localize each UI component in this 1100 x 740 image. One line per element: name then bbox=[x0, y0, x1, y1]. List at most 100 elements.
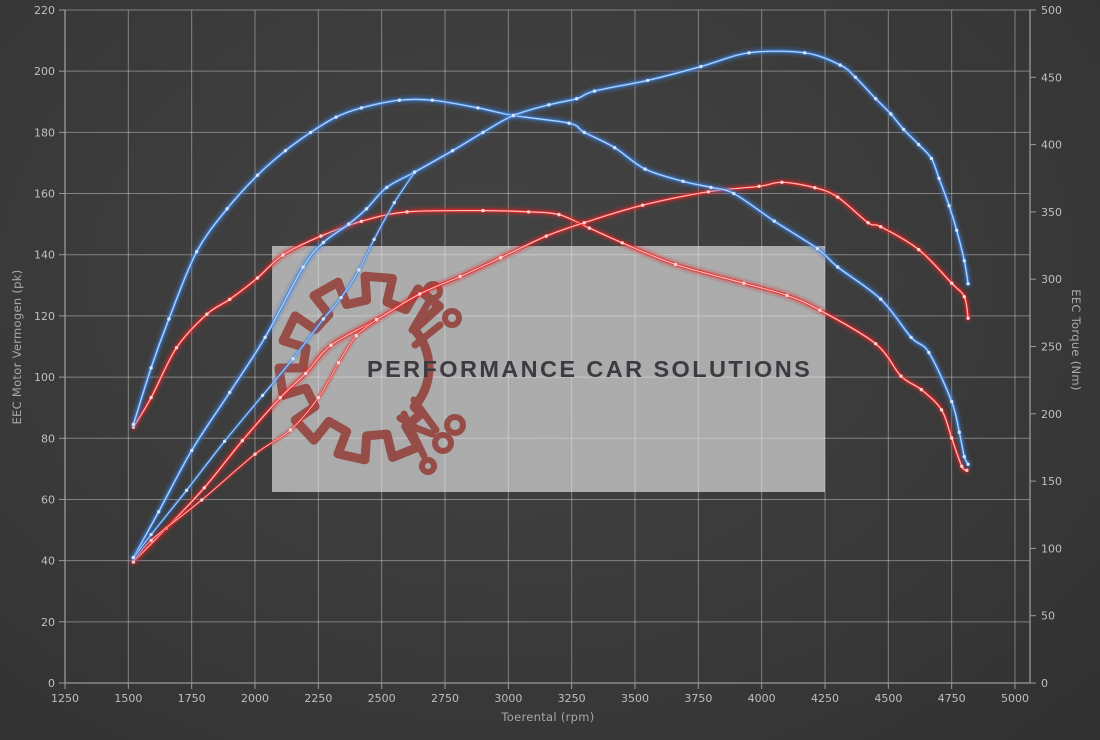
data-point-marker bbox=[899, 374, 903, 378]
data-point-marker bbox=[131, 422, 136, 427]
gear-icon bbox=[274, 271, 444, 465]
data-point-marker bbox=[319, 234, 323, 238]
data-point-marker bbox=[929, 156, 934, 161]
data-point-marker bbox=[205, 312, 209, 316]
x-tick-label: 4500 bbox=[874, 692, 902, 705]
curve-power-run-a bbox=[128, 94, 974, 470]
data-point-marker bbox=[960, 464, 964, 468]
data-point-marker bbox=[481, 130, 485, 135]
data-point-marker bbox=[372, 237, 376, 242]
gridlines bbox=[65, 9, 1030, 683]
data-point-marker bbox=[228, 390, 232, 395]
x-tick-label: 4000 bbox=[748, 692, 776, 705]
data-point-marker bbox=[149, 395, 153, 400]
data-point-marker bbox=[937, 176, 941, 180]
y-right-tick-label: 500 bbox=[1041, 4, 1062, 17]
data-point-marker bbox=[803, 51, 807, 55]
data-point-marker bbox=[225, 207, 229, 211]
data-point-marker bbox=[321, 317, 326, 321]
data-point-marker bbox=[699, 64, 703, 69]
y-left-tick-label: 40 bbox=[41, 555, 55, 568]
data-point-marker bbox=[747, 51, 751, 55]
data-point-marker bbox=[592, 89, 597, 93]
data-point-marker bbox=[283, 149, 288, 153]
x-tick-label: 3000 bbox=[494, 692, 522, 705]
data-point-marker bbox=[567, 121, 571, 125]
data-point-marker bbox=[157, 510, 161, 514]
y-left-tick-label: 120 bbox=[34, 310, 55, 323]
data-point-marker bbox=[131, 555, 136, 560]
data-point-marker bbox=[374, 317, 379, 322]
y-right-axis-title: EEC Torque (Nm) bbox=[1069, 289, 1083, 391]
y-right-tick-label: 50 bbox=[1041, 610, 1055, 623]
axes: 0 20 40 60 80 100 120 140 160 180 200 220 0 50 100 150 2… bbox=[34, 4, 1062, 705]
data-point-marker bbox=[587, 226, 592, 230]
data-point-marker bbox=[939, 408, 944, 412]
data-point-marker bbox=[499, 256, 503, 260]
data-point-marker bbox=[255, 276, 260, 280]
data-point-marker bbox=[339, 295, 343, 300]
y-right-tick-label: 350 bbox=[1041, 206, 1062, 219]
data-point-marker bbox=[950, 399, 954, 404]
data-point-marker bbox=[392, 201, 396, 205]
x-tick-label: 4250 bbox=[811, 692, 839, 705]
data-point-marker bbox=[950, 436, 954, 440]
x-tick-label: 1750 bbox=[178, 692, 206, 705]
data-point-marker bbox=[813, 186, 817, 190]
x-tick-label: 2750 bbox=[431, 692, 459, 705]
y-left-tick-label: 160 bbox=[34, 188, 55, 201]
gear-circuit-logo bbox=[274, 271, 466, 475]
y-right-tick-label: 0 bbox=[1041, 677, 1048, 690]
data-point-marker bbox=[253, 452, 257, 456]
circuit-trace-icon bbox=[400, 410, 428, 460]
data-point-marker bbox=[950, 281, 954, 285]
y-right-tick-label: 200 bbox=[1041, 408, 1062, 421]
data-point-marker bbox=[255, 173, 260, 177]
data-point-marker bbox=[613, 146, 617, 150]
y-right-tick-label: 150 bbox=[1041, 475, 1062, 488]
data-point-marker bbox=[200, 498, 204, 502]
data-point-marker bbox=[149, 532, 153, 537]
data-point-marker bbox=[879, 297, 883, 301]
curve-torque-run-a bbox=[128, 205, 972, 476]
data-point-marker bbox=[304, 371, 308, 376]
data-point-marker bbox=[511, 113, 516, 118]
data-point-marker bbox=[681, 179, 685, 183]
data-point-marker bbox=[321, 240, 326, 245]
x-tick-label: 2500 bbox=[368, 692, 396, 705]
data-point-marker bbox=[757, 184, 761, 188]
y-left-tick-label: 0 bbox=[48, 677, 55, 690]
data-point-marker bbox=[947, 204, 951, 208]
data-point-marker bbox=[742, 281, 746, 285]
data-point-marker bbox=[544, 234, 548, 238]
data-point-marker bbox=[458, 274, 462, 279]
data-point-marker bbox=[222, 439, 227, 443]
data-point-marker bbox=[815, 246, 820, 251]
data-point-marker bbox=[329, 343, 333, 347]
y-right-tick-label: 250 bbox=[1041, 341, 1062, 354]
data-point-marker bbox=[966, 282, 970, 286]
data-point-marker bbox=[955, 228, 959, 232]
data-point-marker bbox=[405, 210, 409, 214]
data-point-marker bbox=[430, 98, 434, 102]
data-point-marker bbox=[673, 262, 678, 267]
data-point-marker bbox=[962, 295, 966, 299]
data-point-marker bbox=[397, 98, 402, 102]
data-point-marker bbox=[874, 97, 878, 101]
x-tick-label: 1500 bbox=[114, 692, 142, 705]
data-point-marker bbox=[927, 350, 931, 355]
data-point-marker bbox=[901, 127, 906, 131]
x-tick-label: 1250 bbox=[51, 692, 79, 705]
y-left-tick-label: 60 bbox=[41, 493, 55, 506]
data-point-marker bbox=[354, 334, 358, 338]
data-point-marker bbox=[167, 317, 171, 321]
data-point-marker bbox=[646, 78, 650, 83]
data-point-marker bbox=[962, 259, 966, 263]
data-point-marker bbox=[359, 219, 364, 223]
data-point-marker bbox=[359, 106, 364, 110]
x-tick-label: 4750 bbox=[938, 692, 966, 705]
data-point-marker bbox=[917, 247, 921, 252]
y-left-tick-label: 140 bbox=[34, 249, 55, 262]
